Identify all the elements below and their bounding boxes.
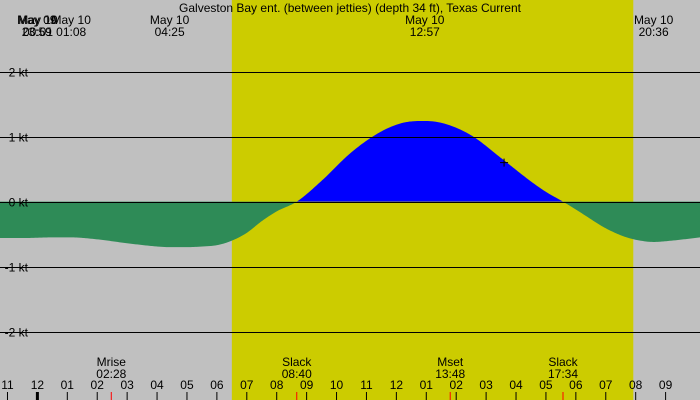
event-time-label: 04:25 (155, 25, 185, 39)
event-name-label: Slack (548, 355, 578, 369)
event-date-label: May 10 (52, 13, 92, 27)
y-axis-labels: 2 kt 1 kt 0 kt -1 kt -2 kt (5, 66, 29, 340)
hour-tick-label: 10 (330, 378, 344, 392)
hour-tick-label: 07 (240, 378, 254, 392)
event-time-label: 23:59 (22, 25, 52, 39)
y-tick-label: 1 kt (9, 131, 29, 145)
event-time-label: 01:08 (56, 25, 86, 39)
hour-tick-label: 09 (300, 378, 314, 392)
y-tick-label: 0 kt (9, 196, 29, 210)
hour-axis: 11 12 01 02 03 04 05 06 07 08 09 10 11 12 01 02 03 04 05 06… (1, 378, 673, 400)
hour-tick-label: 03 (479, 378, 493, 392)
y-tick-label: 2 kt (9, 66, 29, 80)
hour-tick-label: 12 (31, 378, 45, 392)
hour-tick-label: 09 (659, 378, 673, 392)
y-tick-label: -2 kt (5, 326, 29, 340)
hour-tick-label: 11 (1, 378, 14, 392)
y-tick-label: -1 kt (5, 261, 29, 275)
event-time-label: 00:01 (23, 25, 53, 39)
hour-tick-label: 05 (180, 378, 194, 392)
gridlines (0, 72, 700, 333)
hour-tick-label: 12 (390, 378, 404, 392)
event-time-label: 17:34 (548, 367, 578, 381)
event-name-label: Mset (437, 355, 464, 369)
chart-title: Galveston Bay ent. (between jetties) (de… (179, 1, 522, 15)
hour-tick-label: 01 (420, 378, 434, 392)
event-name-label: Mrise (97, 355, 127, 369)
hour-tick-label: 03 (120, 378, 134, 392)
event-date-label: May 10 (150, 13, 190, 27)
event-date-label: May 09 (17, 13, 57, 27)
hour-tick-label: 02 (450, 378, 464, 392)
hour-tick-label: 02 (91, 378, 105, 392)
current-time-marker (500, 158, 509, 167)
event-time-label: 02:28 (96, 367, 126, 381)
event-date-label: May 10 (634, 13, 674, 27)
event-date-label: May 10 (18, 13, 58, 27)
hour-tick-label: 08 (270, 378, 284, 392)
flood-current-area (0, 120, 700, 202)
hour-tick-label: 01 (61, 378, 75, 392)
hour-tick-label: 04 (509, 378, 523, 392)
hour-tick-label: 11 (360, 378, 373, 392)
hour-tick-label: 08 (629, 378, 643, 392)
event-time-label: 08:40 (282, 367, 312, 381)
event-name-label: Slack (282, 355, 312, 369)
hour-tick-label: 06 (569, 378, 583, 392)
ebb-current-area (0, 201, 700, 248)
event-time-label: 12:57 (410, 25, 440, 39)
event-date-label: May 10 (405, 13, 445, 27)
event-time-label: 13:48 (435, 367, 465, 381)
event-time-label: 20:36 (639, 25, 669, 39)
hour-tick-label: 06 (210, 378, 224, 392)
hour-tick-label: 05 (539, 378, 553, 392)
hour-tick-label: 04 (150, 378, 164, 392)
hour-tick-label: 07 (599, 378, 613, 392)
